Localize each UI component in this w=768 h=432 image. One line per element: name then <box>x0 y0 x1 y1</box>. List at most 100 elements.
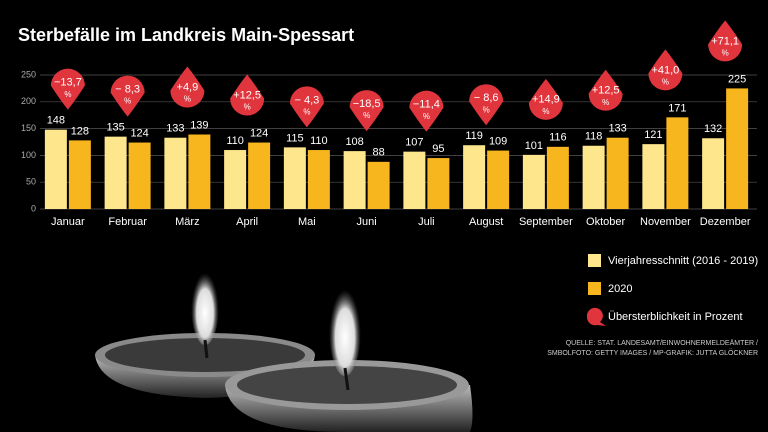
bar <box>726 88 749 209</box>
source-note: QUELLE: STAT. LANDESAMT/EINWOHNERMELDEÄM… <box>566 339 758 347</box>
x-tick-label: Januar <box>51 216 85 228</box>
value-label: 171 <box>668 102 686 114</box>
excess-label: − 8,6 <box>474 92 499 104</box>
value-label: 133 <box>608 123 626 135</box>
excess-unit: % <box>423 112 430 121</box>
value-label: 133 <box>166 123 184 135</box>
excess-marker <box>349 90 384 132</box>
x-tick-label: August <box>469 216 503 228</box>
chart-title: Sterbefälle im Landkreis Main-Spessart <box>18 25 354 45</box>
bar <box>283 147 306 209</box>
x-tick-label: April <box>236 216 258 228</box>
x-tick-label: Juli <box>418 216 435 228</box>
bar <box>367 161 390 209</box>
excess-unit: % <box>64 90 71 99</box>
excess-marker <box>409 90 444 132</box>
bar <box>463 145 486 209</box>
bar <box>522 154 545 209</box>
value-label: 107 <box>405 137 423 149</box>
x-tick-label: Oktober <box>586 216 625 228</box>
excess-label: −11,4 <box>413 99 440 111</box>
y-tick-label: 0 <box>31 203 36 213</box>
y-tick-label: 150 <box>21 123 36 133</box>
y-tick-label: 50 <box>26 177 36 187</box>
excess-unit: % <box>244 103 251 112</box>
x-tick-label: September <box>519 216 573 228</box>
value-label: 225 <box>728 73 746 85</box>
excess-unit: % <box>542 107 549 116</box>
value-label: 132 <box>704 123 722 135</box>
bar <box>44 129 67 209</box>
excess-unit: % <box>722 49 729 58</box>
value-label: 95 <box>432 143 444 155</box>
legend-label: Übersterblichkeit in Prozent <box>608 311 743 323</box>
x-tick-label: Dezember <box>700 216 751 228</box>
excess-marker <box>230 74 265 116</box>
bar <box>403 151 426 209</box>
excess-marker <box>50 68 85 110</box>
value-label: 101 <box>525 140 543 152</box>
excess-marker <box>528 78 563 120</box>
bar <box>642 144 665 209</box>
legend-swatch <box>588 282 601 295</box>
excess-marker <box>648 49 683 91</box>
excess-unit: % <box>363 111 370 120</box>
value-label: 115 <box>286 132 304 144</box>
excess-label: +71,1 <box>711 35 739 47</box>
bar <box>582 145 605 209</box>
value-label: 121 <box>644 129 662 141</box>
excess-unit: % <box>124 97 131 106</box>
excess-label: +12,5 <box>592 85 620 97</box>
excess-unit: % <box>602 98 609 107</box>
candles <box>95 265 473 432</box>
excess-label: +41,0 <box>651 64 679 76</box>
y-tick-label: 100 <box>21 150 36 160</box>
legend-swatch <box>586 307 606 326</box>
excess-marker <box>469 84 504 126</box>
legend-label: 2020 <box>608 283 632 295</box>
bar <box>343 151 366 209</box>
x-tick-label: Februar <box>108 216 147 228</box>
excess-label: +14,9 <box>532 94 560 106</box>
bar <box>606 137 629 209</box>
excess-label: − 4,3 <box>294 94 319 106</box>
excess-marker <box>170 66 205 108</box>
value-label: 116 <box>549 132 567 144</box>
excess-label: − 8,3 <box>115 84 140 96</box>
value-label: 110 <box>226 135 244 147</box>
excess-label: −18,5 <box>353 98 381 110</box>
excess-unit: % <box>483 105 490 114</box>
bar <box>128 142 151 209</box>
bar <box>666 117 689 209</box>
legend-label: Vierjahresschnitt (2016 - 2019) <box>608 255 758 267</box>
excess-label: −13,7 <box>54 77 82 89</box>
source-note: SMBOLFOTO: GETTY IMAGES / MP-GRAFIK: JUT… <box>547 349 758 357</box>
value-label: 118 <box>585 131 603 143</box>
bar <box>487 150 510 209</box>
value-label: 88 <box>373 147 385 159</box>
bar <box>546 146 569 209</box>
bar <box>702 138 725 209</box>
bar <box>427 158 450 209</box>
legend-swatch <box>588 254 601 267</box>
excess-unit: % <box>184 95 191 104</box>
excess-label: +4,9 <box>177 81 199 93</box>
bar <box>307 150 330 209</box>
bar <box>164 137 187 209</box>
x-tick-label: November <box>640 216 691 228</box>
x-tick-label: März <box>175 216 199 228</box>
value-label: 124 <box>130 127 148 139</box>
value-label: 128 <box>71 125 89 137</box>
x-tick-label: Mai <box>298 216 316 228</box>
excess-marker <box>708 20 743 62</box>
value-label: 139 <box>190 119 208 131</box>
bar <box>68 140 91 209</box>
value-label: 110 <box>310 135 328 147</box>
bar <box>104 136 127 209</box>
value-label: 119 <box>465 130 483 142</box>
value-label: 148 <box>47 115 65 127</box>
x-tick-label: Juni <box>357 216 377 228</box>
bar <box>224 150 247 209</box>
value-label: 109 <box>489 135 507 147</box>
